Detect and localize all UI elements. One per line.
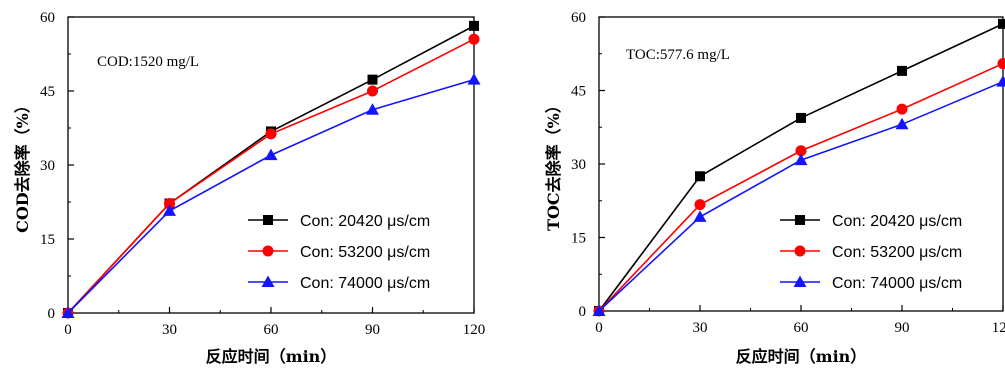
chart1-series-2-point: [468, 33, 480, 45]
chart2-series-1-point: [796, 112, 806, 123]
chart2-legend-entry-1: Con: 20420 μs/cm: [780, 213, 962, 230]
chart2-legend-label: Con: 74000 μs/cm: [832, 275, 962, 292]
chart1-y-tick-label: 30: [40, 158, 55, 174]
chart1-y-tick-label: 0: [48, 306, 56, 322]
chart2-series-2-point: [694, 199, 706, 211]
chart1-series-3-point: [61, 306, 75, 318]
chart1-x-tick-label: 30: [162, 322, 177, 338]
chart1-y-tick-label: 45: [40, 84, 55, 100]
chart2-legend-entry-2: Con: 53200 μs/cm: [780, 244, 962, 261]
chart1-annotation: COD:1520 mg/L: [97, 54, 199, 70]
chart1-legend-marker: [261, 275, 275, 287]
chart2-y-tick-label: 30: [571, 157, 586, 173]
chart2-series-1: [594, 18, 1005, 316]
chart1-series-2-point: [164, 197, 175, 209]
chart1-legend-label: Con: 20420 μs/cm: [300, 213, 430, 230]
chart1-legend-marker: [263, 215, 273, 225]
chart1-x-tick-label: 0: [64, 322, 72, 338]
chart1-series-2: [62, 33, 480, 319]
chart1-y-tick-label: 60: [40, 10, 55, 26]
chart1-legend-label: Con: 53200 μs/cm: [300, 244, 430, 261]
chart2-x-tick-label: 60: [794, 320, 809, 336]
chart2-series-2-point: [795, 145, 807, 157]
chart1-y-tick-label: 15: [40, 232, 55, 248]
chart2-series-2-line: [598, 62, 1004, 312]
chart1-legend-label: Con: 74000 μs/cm: [300, 275, 430, 292]
chart2-x-tick-label: 120: [992, 320, 1005, 336]
chart2-y-tick-label: 60: [571, 10, 586, 26]
chart1-legend-entry-2: Con: 53200 μs/cm: [248, 244, 430, 261]
chart1-series-2-line: [67, 38, 475, 314]
chart2-x-tick-label: 90: [895, 320, 910, 336]
chart2-series-1-point: [695, 171, 705, 182]
chart1-x-tick-label: 120: [463, 322, 486, 338]
chart2-x-tick-label: 0: [595, 320, 603, 336]
chart2-series-1-point: [897, 65, 907, 76]
chart2-series-2-point: [896, 103, 908, 115]
chart1-series-1-point: [469, 20, 479, 31]
chart2-y-axis-title: TOC去除率（%）: [544, 97, 563, 231]
chart1-legend-marker: [262, 245, 274, 257]
chart1-legend-entry-3: Con: 74000 μs/cm: [248, 275, 430, 292]
chart1-y-axis-title: COD去除率（%）: [13, 97, 32, 233]
chart2-legend-label: Con: 20420 μs/cm: [832, 213, 962, 230]
chart2-series-2-point: [997, 58, 1005, 70]
chart1-x-axis-title: 反应时间（min）: [206, 347, 337, 366]
chart2-legend-label: Con: 53200 μs/cm: [832, 244, 962, 261]
chart1-series-3-point: [163, 204, 176, 216]
chart1-x-tick-label: 60: [264, 322, 279, 338]
chart1-series-3-point: [467, 73, 481, 85]
chart2-x-tick-label: 30: [693, 320, 708, 336]
chart2-y-tick-label: 15: [571, 231, 586, 247]
chart1-x-tick-label: 90: [365, 322, 380, 338]
chart2-legend-marker: [794, 245, 806, 257]
chart1-series-2-point: [367, 85, 378, 97]
chart2-series-3-point: [996, 75, 1005, 87]
chart2-x-axis-title: 反应时间（min）: [736, 347, 867, 366]
chart1-series-3: [61, 73, 481, 318]
chart2-y-tick-label: 45: [571, 84, 586, 100]
chart1-series-3-point: [264, 148, 278, 161]
chart2-annotation: TOC:577.6 mg/L: [626, 47, 730, 63]
chart2-series-3: [592, 75, 1005, 316]
chart2-series-1-point: [998, 18, 1005, 29]
chart1-legend-entry-1: Con: 20420 μs/cm: [248, 213, 430, 230]
chart2-legend-entry-3: Con: 74000 μs/cm: [780, 275, 962, 292]
chart2-legend-marker: [795, 215, 805, 225]
chart2-series-3-point: [693, 210, 707, 222]
chart1-series-2-point: [265, 128, 277, 140]
chart1-plot: 0 15 30 45 60 0 30 60 90 120 反应时间（min） COD去除率（%） COD…: [13, 10, 485, 366]
chart2-y-tick-label: 0: [579, 304, 587, 320]
chart2-series-3-point: [592, 304, 606, 316]
chart2-series-3-point: [794, 153, 808, 166]
chart1-series-1-point: [367, 74, 378, 85]
chart2-series-1-line: [598, 23, 1004, 312]
chart1-series-3-point: [366, 103, 379, 115]
chart2-legend-marker: [793, 275, 807, 287]
chart2-plot: 0 15 30 45 60 0 30 60 90 120 反应时间（min） TOC去除率（%） TOC…: [544, 10, 1005, 366]
chart2-series-3-point: [895, 117, 909, 130]
